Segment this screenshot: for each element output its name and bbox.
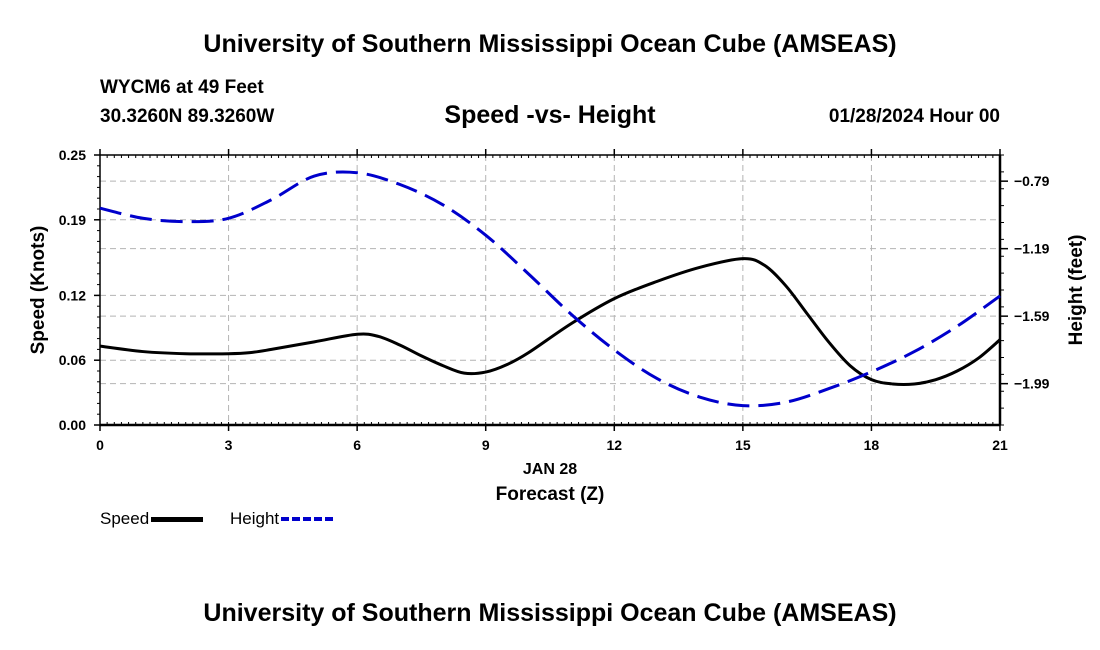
- chart-main-title: University of Southern Mississippi Ocean…: [203, 30, 897, 58]
- x-tick-label: 6: [353, 437, 361, 453]
- coordinates-label: 30.3260N 89.3260W: [100, 106, 275, 127]
- x-tick-label: 3: [225, 437, 233, 453]
- series-line-speed: [99, 257, 1001, 386]
- x-tick-label: 0: [96, 437, 104, 453]
- minor-ticks: [97, 154, 1004, 426]
- legend-speed: Speed: [100, 509, 204, 529]
- plot-frame: [99, 154, 1001, 426]
- x-axis-date-label: JAN 28: [523, 461, 577, 478]
- y-left-tick-label: 0.19: [59, 212, 86, 228]
- legend-height-swatch: [281, 517, 334, 521]
- y-right-tick-label: −0.79: [1014, 173, 1050, 189]
- axis-ticks: [94, 149, 1008, 431]
- y-left-tick-label: 0.12: [59, 287, 86, 303]
- y-axis-right-title: Height (feet): [1066, 235, 1087, 346]
- y-right-tick-label: −1.99: [1014, 376, 1050, 392]
- series-line-height: [99, 170, 1001, 408]
- chart-subtitle: Speed -vs- Height: [444, 101, 656, 129]
- legend-speed-swatch: [151, 516, 204, 522]
- y-right-tick-label: −1.19: [1014, 241, 1050, 257]
- x-tick-label: 9: [482, 437, 490, 453]
- grid-lines: [100, 155, 1000, 425]
- x-tick-label: 12: [606, 437, 622, 453]
- legend-height-label: Height: [230, 509, 280, 528]
- y-axis-left-title: Speed (Knots): [28, 226, 49, 355]
- x-axis-title: Forecast (Z): [496, 484, 605, 505]
- footer-title: University of Southern Mississippi Ocean…: [203, 599, 897, 627]
- y-left-tick-label: 0.25: [59, 147, 86, 163]
- data-series: [99, 170, 1001, 408]
- y-left-tick-label: 0.00: [59, 417, 86, 433]
- legend-speed-label: Speed: [100, 509, 150, 528]
- y-left-tick-label: 0.06: [59, 352, 86, 368]
- station-label: WYCM6 at 49 Feet: [100, 77, 264, 98]
- x-tick-label: 18: [864, 437, 880, 453]
- x-tick-label: 21: [992, 437, 1008, 453]
- y-right-tick-label: −1.59: [1014, 308, 1050, 324]
- axis-labels: JAN 28 Forecast (Z) Speed (Knots) Height…: [28, 147, 1087, 505]
- legend-height: Height: [230, 509, 334, 529]
- forecast-datetime: 01/28/2024 Hour 00: [828, 106, 1000, 127]
- x-tick-label: 15: [735, 437, 751, 453]
